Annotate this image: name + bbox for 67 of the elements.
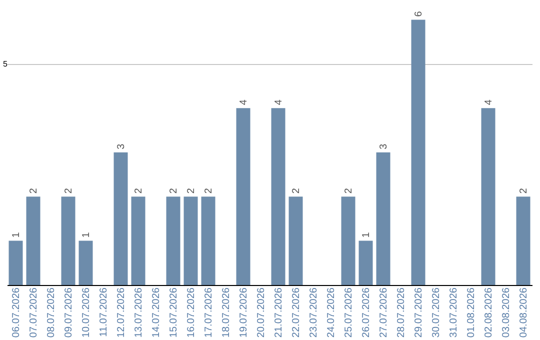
bar (481, 108, 496, 285)
data-label: 2 (203, 188, 214, 194)
data-label: 2 (290, 188, 302, 194)
bar (114, 152, 128, 285)
bar (184, 196, 198, 285)
bar (411, 20, 426, 285)
x-tick-label: 02.08.2026 (483, 287, 494, 338)
x-tick-label: 14.07.2026 (150, 287, 162, 338)
x-tick-label: 13.07.2026 (133, 287, 144, 338)
data-label: 2 (133, 188, 144, 194)
bar (236, 108, 250, 285)
bar (201, 196, 216, 285)
x-tick-label: 24.07.2026 (326, 287, 337, 338)
data-label: 4 (238, 99, 250, 106)
x-tick-label: 18.07.2026 (220, 287, 232, 338)
bar (516, 196, 530, 285)
y-tick-label: 5 (3, 59, 8, 68)
data-label: 2 (343, 188, 354, 194)
x-tick-label: 17.07.2026 (203, 287, 214, 338)
x-tick-label: 28.07.2026 (396, 287, 407, 338)
x-tick-label: 29.07.2026 (413, 287, 424, 338)
data-label: 2 (63, 188, 74, 194)
bar (288, 196, 303, 285)
x-tick-label: 19.07.2026 (238, 287, 250, 338)
x-tick-label: 06.07.2026 (10, 287, 22, 338)
data-label: 3 (116, 143, 127, 150)
bar (376, 152, 390, 285)
x-tick-label: 03.08.2026 (500, 287, 512, 338)
data-label: 1 (10, 232, 22, 238)
bar (8, 240, 23, 285)
x-tick-label: 22.07.2026 (290, 287, 302, 338)
x-tick-label: 11.07.2026 (98, 287, 110, 337)
x-tick-label: 15.07.2026 (168, 287, 180, 338)
data-label: 2 (186, 188, 197, 194)
x-tick-label: 12.07.2026 (116, 287, 127, 338)
x-tick-label: 20.07.2026 (256, 287, 267, 338)
x-tick-label: 30.07.2026 (430, 287, 442, 338)
data-label: 4 (273, 99, 284, 106)
bar (166, 196, 180, 285)
x-tick-label: 23.07.2026 (308, 287, 320, 338)
bar (271, 108, 286, 285)
bar (26, 196, 40, 285)
data-label: 6 (413, 10, 424, 17)
bar (61, 196, 76, 285)
x-tick-label: 31.07.2026 (448, 287, 460, 338)
x-tick-label: 08.07.2026 (46, 287, 57, 338)
data-label: 3 (378, 143, 390, 150)
data-label: 2 (518, 188, 530, 194)
data-label: 2 (168, 188, 180, 194)
x-tick-label: 26.07.2026 (360, 287, 372, 338)
x-tick-label: 10.07.2026 (80, 287, 92, 338)
x-tick-label: 09.07.2026 (63, 287, 74, 338)
data-label: 2 (28, 188, 40, 194)
bar (78, 240, 93, 285)
data-label: 1 (80, 232, 92, 238)
bar (341, 196, 356, 285)
data-label: 4 (483, 99, 494, 106)
x-tick-label: 07.07.2026 (28, 287, 40, 338)
x-tick-label: 25.07.2026 (343, 287, 354, 338)
x-tick-label: 21.07.2026 (273, 287, 284, 338)
bar (358, 240, 373, 285)
x-tick-label: 27.07.2026 (378, 287, 390, 338)
bar (131, 196, 146, 285)
data-label: 1 (360, 232, 372, 238)
x-tick-label: 04.08.2026 (518, 287, 530, 338)
x-tick-label: 16.07.2026 (186, 287, 197, 338)
x-tick-label: 01.08.2026 (466, 287, 477, 338)
